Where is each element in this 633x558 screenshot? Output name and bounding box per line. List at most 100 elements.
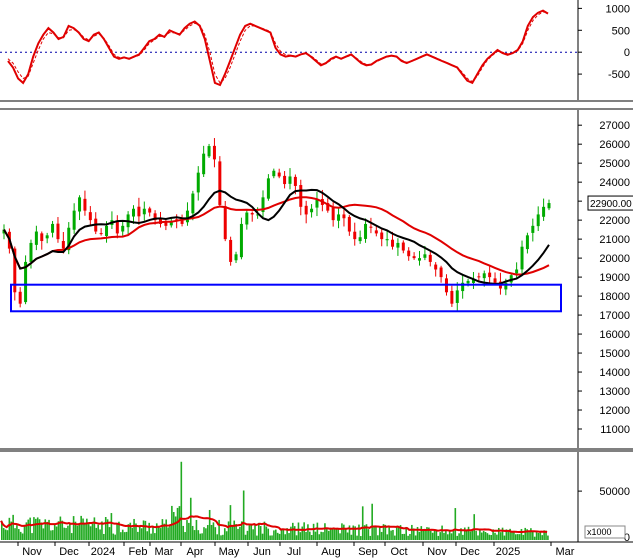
volume-bar (38, 519, 41, 540)
volume-bar (18, 529, 20, 540)
volume-bar (191, 525, 194, 540)
volume-bar (154, 533, 156, 540)
volume-bar (208, 509, 211, 540)
candle-body (461, 282, 465, 292)
volume-bar (182, 525, 185, 540)
volume-bar (409, 533, 411, 540)
volume-bar (278, 533, 281, 540)
candle-body (283, 175, 287, 185)
candle-body (266, 178, 270, 199)
volume-bar (297, 522, 300, 540)
volume-bar (252, 529, 254, 540)
volume-bar (537, 532, 540, 540)
volume-bar (467, 526, 470, 540)
volume-bar (57, 521, 60, 540)
volume-bar (354, 526, 356, 540)
candle-body (272, 170, 276, 177)
volume-bar (220, 535, 222, 540)
price-tick-label: 14000 (599, 367, 630, 379)
volume-bar (171, 505, 173, 540)
volume-bar (471, 530, 474, 540)
volume-bar (435, 530, 438, 540)
volume-bar (118, 521, 120, 540)
volume-bar (67, 525, 69, 540)
time-tick-label: Nov (427, 546, 447, 558)
candle-body (466, 280, 470, 284)
volume-bar (205, 528, 207, 540)
volume-bar (469, 531, 472, 540)
volume-bar (424, 530, 426, 540)
volume-bar (286, 528, 288, 540)
candle-body (239, 223, 243, 258)
volume-bar (499, 532, 502, 540)
time-tick-label: 2024 (91, 546, 115, 558)
volume-bar (184, 532, 186, 540)
last-price-tag (587, 195, 633, 211)
volume-bar (316, 522, 319, 540)
volume-bar (23, 525, 26, 540)
volume-bar (203, 527, 205, 540)
volume-bar (514, 534, 517, 540)
volume-bar (101, 521, 103, 540)
volume-bar (137, 531, 139, 540)
volume-bar (399, 525, 402, 540)
price-tick-label: 15000 (599, 348, 630, 360)
volume-bar (394, 535, 396, 540)
volume-bar (494, 532, 496, 540)
volume-bar (320, 531, 322, 540)
volume-bar (157, 526, 160, 540)
volume-bar (343, 524, 345, 540)
time-tick-label: Jul (287, 546, 301, 558)
candle-body (520, 246, 524, 270)
volume-bar (446, 534, 449, 540)
volume-bar (19, 531, 22, 540)
volume-bar (312, 523, 315, 540)
volume-bar (337, 528, 339, 540)
volume-bar (290, 526, 292, 540)
candle-body (504, 282, 508, 290)
volume-bar (522, 534, 525, 540)
candle-body (105, 225, 109, 237)
volume-bar (222, 534, 224, 540)
candle-body (385, 239, 389, 241)
volume-moving-average (0, 515, 548, 534)
time-tick-label: Apr (186, 546, 203, 558)
volume-bar (339, 533, 341, 540)
volume-bar (373, 526, 375, 540)
volume-bar (479, 529, 481, 540)
volume-bar (163, 523, 166, 540)
volume-bar (150, 533, 152, 540)
volume-bar (133, 518, 135, 540)
volume-bar (301, 526, 304, 540)
volume-bar (237, 528, 239, 540)
candle-body (121, 225, 125, 232)
volume-bar (216, 534, 219, 540)
candle-body (477, 276, 481, 278)
volume-bar (418, 531, 421, 540)
volume-bar (309, 531, 311, 540)
candle-body (455, 290, 459, 303)
volume-bar (239, 526, 241, 540)
volume-bar (148, 522, 150, 540)
candle-body (13, 248, 17, 293)
time-tick-label: 2025 (496, 546, 520, 558)
volume-bar (386, 534, 389, 540)
volume-bar (125, 531, 128, 540)
volume-bar (352, 525, 355, 540)
volume-bar (484, 532, 487, 540)
volume-bar (218, 519, 220, 540)
candle-body (347, 216, 351, 232)
volume-bar (378, 526, 381, 540)
candle-body (99, 233, 103, 235)
volume-bar (541, 535, 544, 540)
volume-bar (1, 520, 3, 540)
volume-bar (108, 527, 111, 540)
volume-bar (426, 527, 428, 540)
volume-bar (106, 519, 109, 540)
volume-bar (445, 530, 447, 540)
volume-bar (159, 528, 162, 540)
time-tick-label: Oct (390, 546, 407, 558)
volume-bar (195, 519, 198, 540)
volume-bar (456, 535, 459, 540)
volume-bar (91, 523, 94, 540)
